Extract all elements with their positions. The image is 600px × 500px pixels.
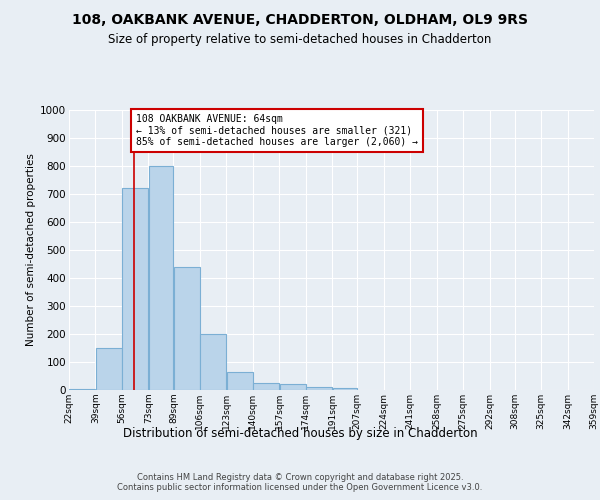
Text: Distribution of semi-detached houses by size in Chadderton: Distribution of semi-detached houses by … — [122, 428, 478, 440]
Bar — [96, 348, 122, 390]
Bar — [122, 188, 148, 390]
Bar — [306, 386, 332, 390]
Y-axis label: Number of semi-detached properties: Number of semi-detached properties — [26, 154, 36, 346]
Bar — [253, 383, 279, 390]
Text: 108 OAKBANK AVENUE: 64sqm
← 13% of semi-detached houses are smaller (321)
85% of: 108 OAKBANK AVENUE: 64sqm ← 13% of semi-… — [136, 114, 418, 148]
Bar — [227, 372, 253, 390]
Bar — [332, 388, 357, 390]
Bar — [280, 384, 305, 390]
Bar — [200, 334, 226, 390]
Text: Size of property relative to semi-detached houses in Chadderton: Size of property relative to semi-detach… — [109, 32, 491, 46]
Text: Contains HM Land Registry data © Crown copyright and database right 2025.
Contai: Contains HM Land Registry data © Crown c… — [118, 472, 482, 492]
Bar — [69, 388, 95, 390]
Text: 108, OAKBANK AVENUE, CHADDERTON, OLDHAM, OL9 9RS: 108, OAKBANK AVENUE, CHADDERTON, OLDHAM,… — [72, 12, 528, 26]
Bar — [173, 267, 200, 390]
Bar — [149, 166, 173, 390]
